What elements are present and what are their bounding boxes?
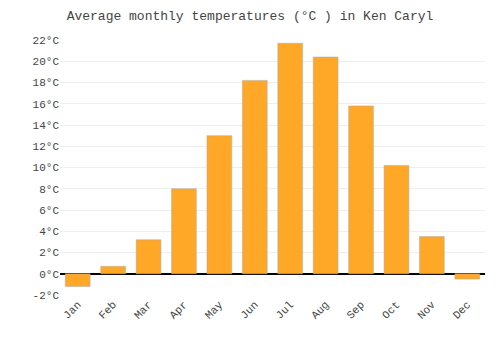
svg-text:Sep: Sep	[345, 299, 367, 321]
svg-text:14°C: 14°C	[33, 120, 60, 132]
svg-text:4°C: 4°C	[39, 226, 59, 238]
svg-text:-2°C: -2°C	[33, 290, 60, 302]
svg-text:Mar: Mar	[132, 299, 154, 321]
svg-text:Dec: Dec	[451, 299, 473, 321]
svg-text:Jan: Jan	[61, 299, 83, 321]
svg-text:Apr: Apr	[167, 299, 189, 321]
svg-text:2°C: 2°C	[39, 247, 59, 259]
svg-text:Nov: Nov	[415, 299, 438, 322]
svg-text:8°C: 8°C	[39, 184, 59, 196]
svg-text:May: May	[203, 299, 226, 322]
svg-text:10°C: 10°C	[33, 162, 60, 174]
svg-text:Feb: Feb	[97, 299, 119, 321]
svg-text:Jun: Jun	[238, 299, 260, 321]
svg-text:6°C: 6°C	[39, 205, 59, 217]
svg-text:0°C: 0°C	[39, 269, 59, 281]
svg-text:12°C: 12°C	[33, 141, 60, 153]
svg-text:Average monthly temperatures (: Average monthly temperatures (°C ) in Ke…	[67, 9, 434, 24]
svg-text:Aug: Aug	[309, 299, 331, 321]
svg-text:Jul: Jul	[274, 299, 296, 321]
svg-text:18°C: 18°C	[33, 77, 60, 89]
svg-text:16°C: 16°C	[33, 99, 60, 111]
svg-text:20°C: 20°C	[33, 56, 60, 68]
svg-text:22°C: 22°C	[33, 35, 60, 47]
svg-text:Oct: Oct	[380, 299, 402, 321]
